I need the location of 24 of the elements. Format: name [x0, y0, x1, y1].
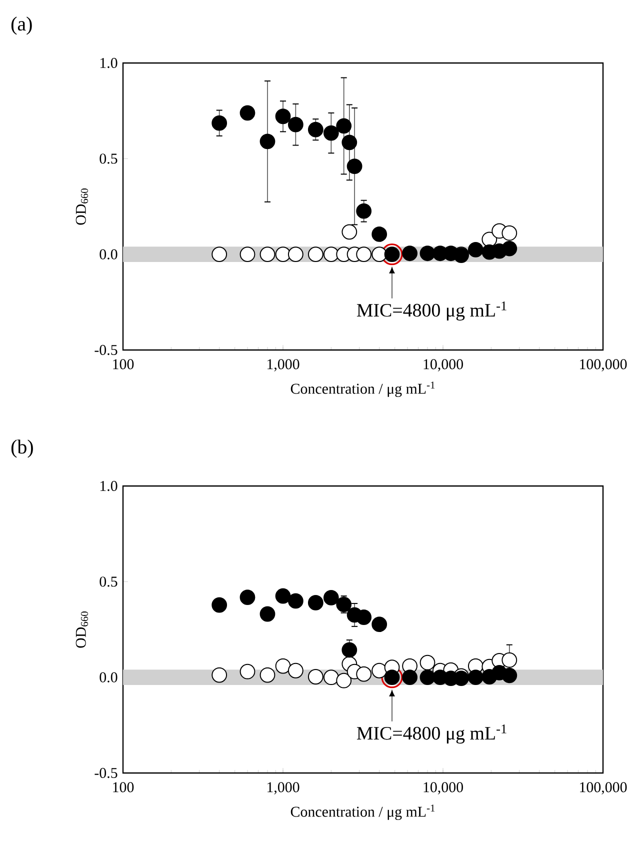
annotation: MIC=4800 μg mL$^{-1}$ [356, 724, 506, 744]
chart-title: (b) [11, 440, 33, 458]
y-tick-label: 0.0 [100, 249, 118, 260]
y-tick-label: 1.0 [100, 480, 118, 492]
y-tick-label: -0.5 [94, 344, 118, 356]
x-tick-label: 100,000 [580, 782, 627, 794]
y-tick-label: 0.0 [100, 672, 118, 682]
y-axis-title: OD$_{660}$ [76, 612, 88, 648]
y-tick-label: 1.0 [100, 58, 118, 68]
x-tick-label: 1,000 [268, 782, 300, 794]
x-axis-title: Concentration / μg mL$^{-1}$ [290, 804, 435, 820]
y-tick-label: 0.5 [100, 576, 118, 587]
x-tick-label: 10,000 [424, 782, 463, 794]
y-tick-label: -0.5 [94, 768, 118, 778]
annotation: MIC=4800 μg mL$^{-1}$ [356, 302, 506, 321]
chart-title: (a) [11, 16, 32, 35]
x-tick-label: 100 [113, 359, 134, 370]
x-tick-label: 100 [113, 782, 134, 792]
x-axis-title: Concentration / μg mL$^{-1}$ [290, 382, 435, 397]
x-tick-label: 10,000 [424, 359, 463, 372]
y-tick-label: 0.5 [100, 154, 118, 164]
x-tick-label: 100,000 [580, 359, 627, 372]
y-axis-title: OD$_{660}$ [76, 188, 88, 225]
x-tick-label: 1,000 [268, 359, 300, 372]
